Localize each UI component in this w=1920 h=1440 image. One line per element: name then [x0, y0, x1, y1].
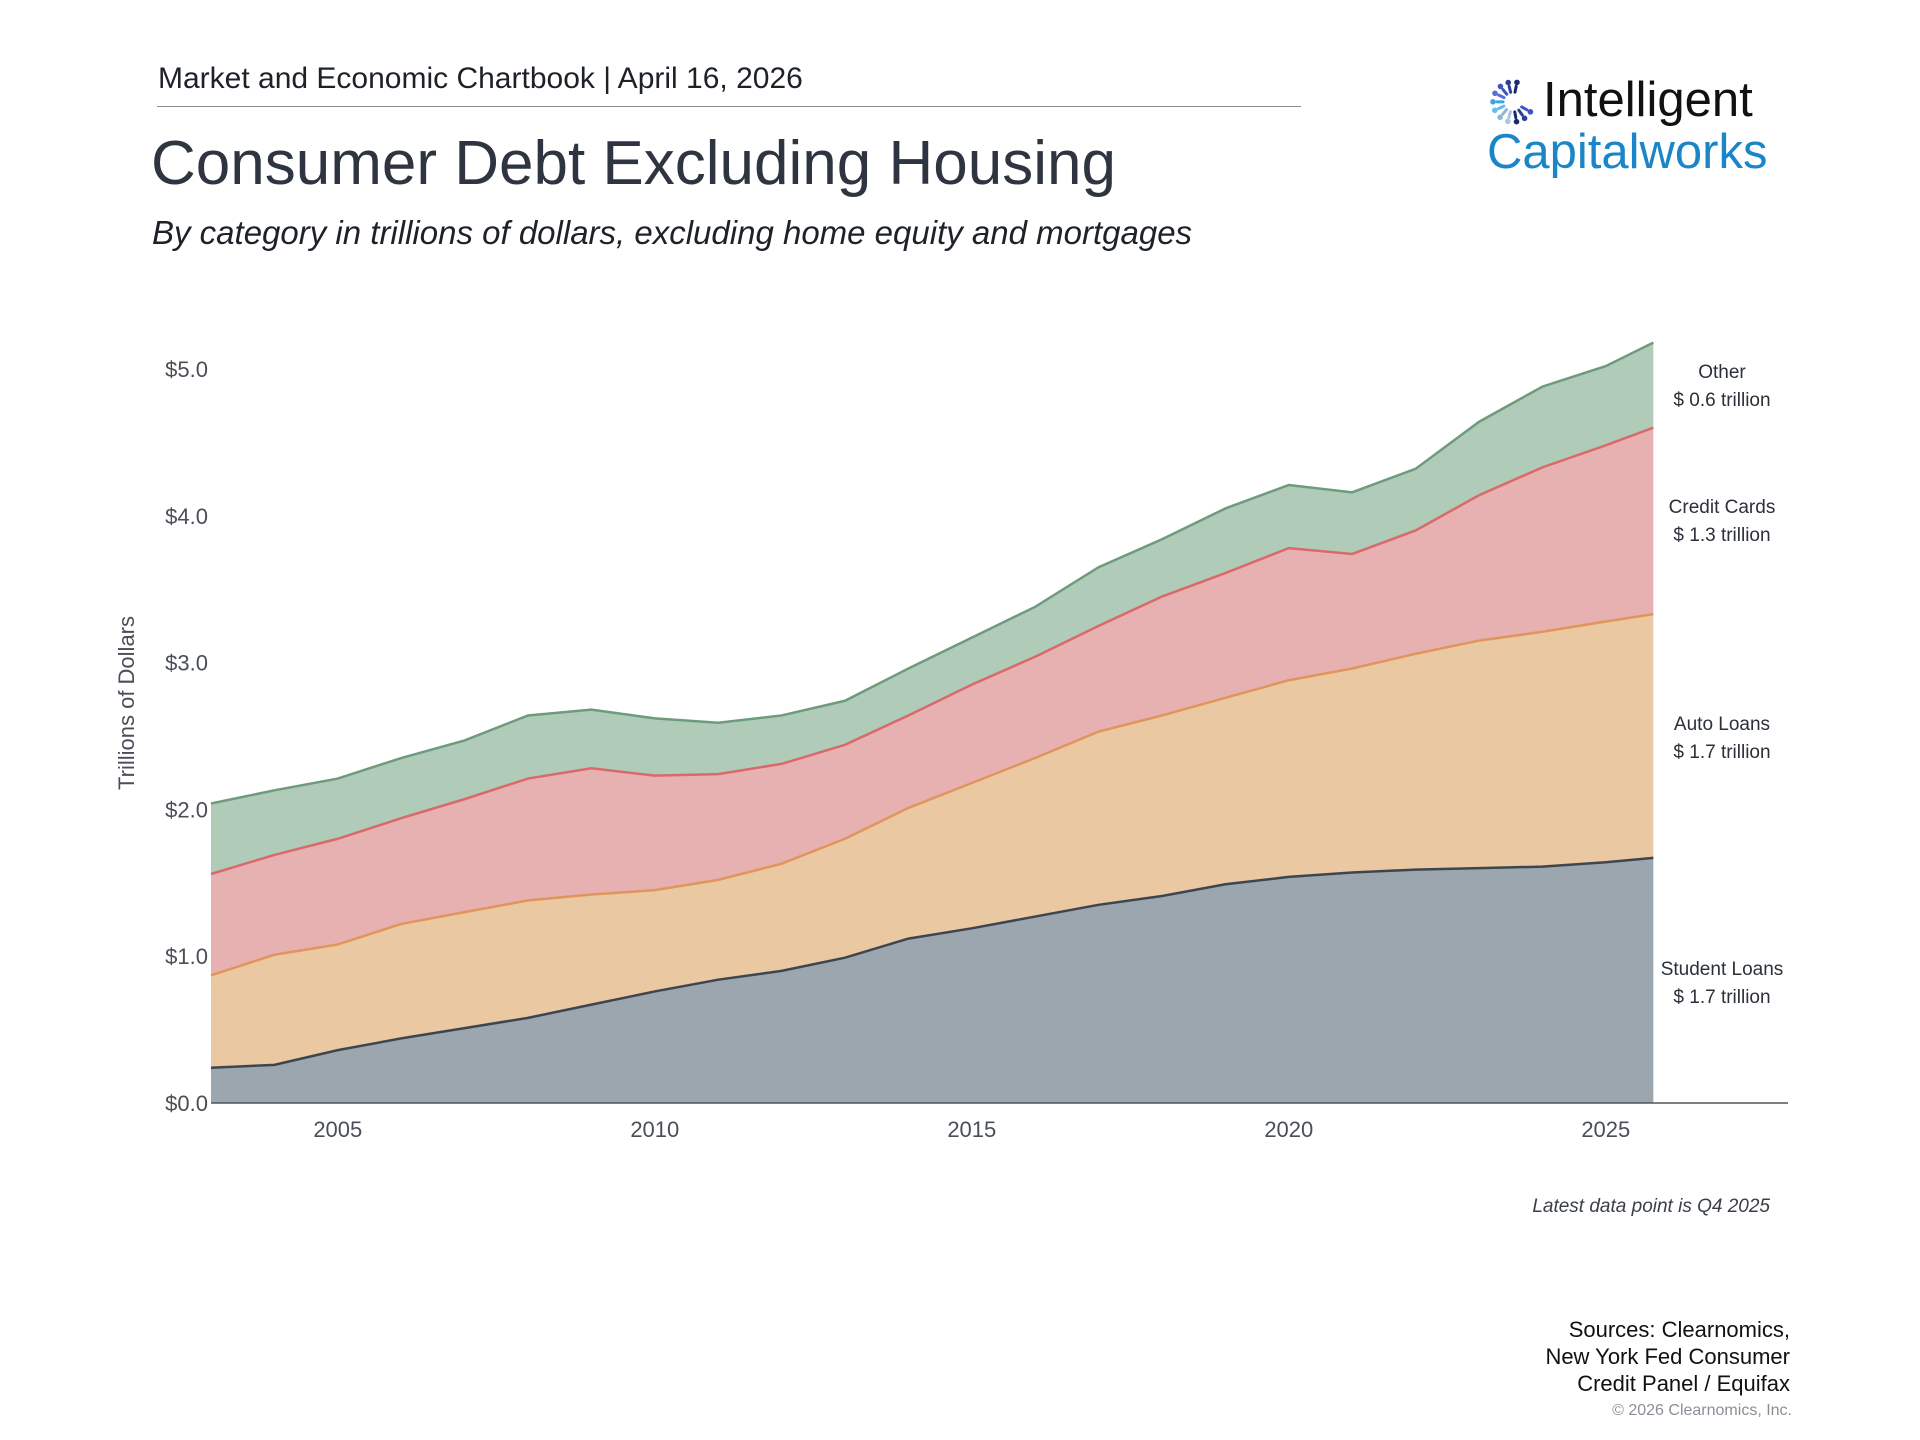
sources-line: Credit Panel / Equifax — [1577, 1371, 1790, 1396]
sources-line: Sources: Clearnomics, — [1568, 1317, 1790, 1342]
x-tick-labels: 2005 2010 2015 2020 2025 — [313, 1117, 1630, 1142]
chart-subtitle: By category in trillions of dollars, exc… — [152, 214, 1193, 251]
y-tick-label: $4.0 — [165, 504, 208, 529]
series-label-credit-cards: Credit Cards $ 1.3 trillion — [1669, 497, 1776, 546]
area-auto-loans — [211, 614, 1654, 1068]
series-value: $ 0.6 trillion — [1673, 390, 1770, 411]
series-label-other: Other $ 0.6 trillion — [1673, 362, 1770, 411]
line-auto-loans — [210, 612, 1654, 977]
sources-note: Sources: Clearnomics, New York Fed Consu… — [1545, 1316, 1790, 1397]
chart-title: Consumer Debt Excluding Housing — [151, 129, 1116, 198]
y-tick-label: $1.0 — [165, 944, 208, 969]
x-tick-label: 2025 — [1581, 1117, 1630, 1142]
area-other — [211, 342, 1654, 875]
latest-data-note: Latest data point is Q4 2025 — [1532, 1196, 1770, 1217]
series-name: Student Loans — [1661, 959, 1784, 980]
y-tick-label: $2.0 — [165, 797, 208, 822]
header-divider — [157, 106, 1301, 107]
line-credit-cards — [210, 426, 1654, 876]
series-value: $ 1.7 trillion — [1673, 742, 1770, 763]
area-credit-cards — [211, 427, 1654, 976]
series-name: Other — [1698, 362, 1746, 383]
y-tick-label: $0.0 — [165, 1091, 208, 1116]
x-tick-label: 2015 — [947, 1117, 996, 1142]
y-tick-labels: $0.0 $1.0 $2.0 $3.0 $4.0 $5.0 — [165, 357, 208, 1116]
series-name: Auto Loans — [1674, 714, 1770, 735]
series-value: $ 1.7 trillion — [1673, 987, 1770, 1008]
sources-line: New York Fed Consumer — [1545, 1344, 1790, 1369]
x-tick-label: 2010 — [630, 1117, 679, 1142]
logo-text-capitalworks: Capitalworks — [1487, 125, 1768, 179]
series-label-auto-loans: Auto Loans $ 1.7 trillion — [1673, 714, 1770, 763]
y-tick-label: $3.0 — [165, 651, 208, 676]
copyright: © 2026 Clearnomics, Inc. — [1612, 1402, 1792, 1419]
series-labels: Student Loans $ 1.7 trillion Auto Loans $ 1… — [1661, 362, 1784, 1008]
series-value: $ 1.3 trillion — [1673, 525, 1770, 546]
area-layers — [210, 341, 1654, 1103]
chartbook-header: Market and Economic Chartbook | April 16… — [158, 62, 803, 95]
company-logo: Intelligent Capitalworks — [1487, 72, 1777, 184]
x-tick-label: 2005 — [313, 1117, 362, 1142]
y-axis-label: Trillions of Dollars — [114, 616, 139, 790]
line-other — [210, 341, 1654, 805]
series-name: Credit Cards — [1669, 497, 1776, 518]
logo-text-intelligent: Intelligent — [1543, 73, 1753, 127]
y-tick-label: $5.0 — [165, 357, 208, 382]
area-student-loans — [211, 857, 1654, 1103]
line-student-loans — [210, 856, 1654, 1070]
x-tick-label: 2020 — [1264, 1117, 1313, 1142]
series-label-student-loans: Student Loans $ 1.7 trillion — [1661, 959, 1784, 1008]
logo-burst-icon — [1490, 79, 1534, 125]
